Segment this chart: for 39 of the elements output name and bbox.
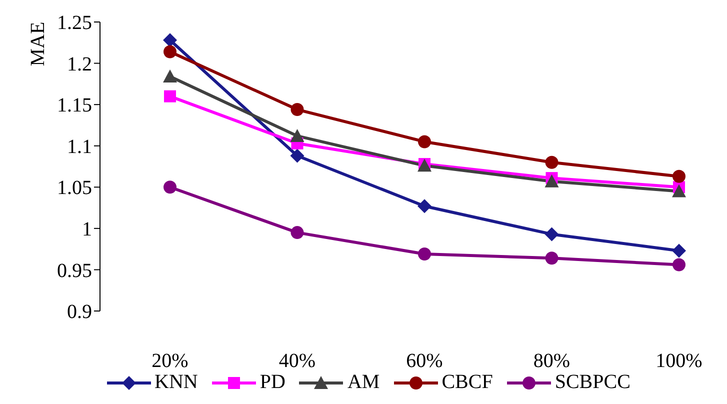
- y-tick-label: 0.9: [67, 301, 92, 324]
- point: [672, 258, 686, 272]
- point: [163, 69, 177, 82]
- point: [544, 227, 559, 242]
- x-tick-label: 80%: [533, 350, 570, 372]
- point: [164, 180, 176, 194]
- legend-label: CBCF: [442, 371, 493, 394]
- point: [290, 226, 304, 240]
- y-tick-label: 0.95: [57, 260, 92, 282]
- point: [672, 184, 686, 198]
- x-tick-label: 40%: [278, 350, 316, 372]
- y-tick-label: 1.1: [67, 136, 92, 158]
- x-tick-label: 100%: [656, 350, 702, 372]
- point: [545, 156, 558, 169]
- point: [164, 45, 176, 58]
- y-axis-title: MAE: [27, 22, 49, 66]
- y-tick-label: 1.05: [57, 177, 92, 200]
- y-tick-label: 1.15: [57, 94, 92, 117]
- point: [672, 170, 686, 183]
- point: [672, 244, 686, 258]
- point: [418, 248, 431, 261]
- legend-label: KNN: [154, 371, 198, 394]
- legend-label: PD: [260, 371, 286, 394]
- y-tick-label: 1.2: [67, 53, 92, 76]
- point: [163, 33, 177, 48]
- x-tick-label: 20%: [152, 350, 188, 372]
- point: [418, 135, 431, 148]
- legend-label: AM: [347, 371, 380, 394]
- point: [290, 148, 304, 163]
- point: [418, 199, 432, 214]
- point: [164, 90, 176, 102]
- y-tick-label: 1: [82, 218, 92, 241]
- point: [545, 252, 558, 265]
- y-tick-label: 1.25: [57, 12, 92, 34]
- point: [544, 174, 559, 188]
- legend-label: SCBPCC: [554, 371, 630, 394]
- point: [290, 103, 304, 116]
- x-tick-label: 60%: [406, 350, 443, 372]
- point: [290, 128, 304, 142]
